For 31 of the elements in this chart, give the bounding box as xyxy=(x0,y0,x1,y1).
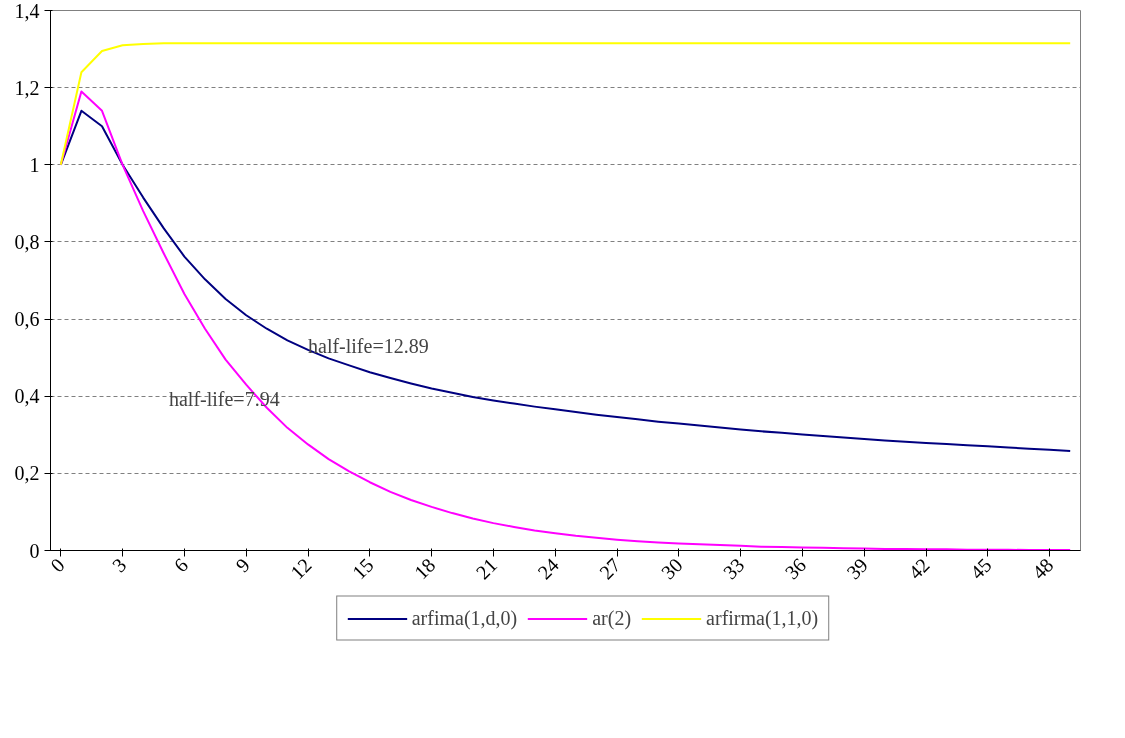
y-tick-label: 0,2 xyxy=(14,462,40,485)
x-tick-label: 27 xyxy=(595,553,625,584)
y-tick-label: 0,8 xyxy=(14,230,40,253)
x-tick-label: 33 xyxy=(718,553,749,584)
y-tick-label: 1 xyxy=(29,153,40,176)
legend-label: ar(2) xyxy=(592,606,632,630)
line-series xyxy=(59,42,1072,166)
x-tick-label: 21 xyxy=(471,553,502,584)
x-tick-label: 0 xyxy=(45,553,69,577)
x-tick-label: 39 xyxy=(842,553,872,584)
x-tick-label: 42 xyxy=(904,553,934,584)
legend-label: arfima(1,d,0) xyxy=(411,606,518,630)
y-tick-label: 1,4 xyxy=(14,0,40,22)
annotation: half-life=12.89 xyxy=(308,335,429,358)
x-tick-label: 6 xyxy=(169,553,193,577)
x-tick-label: 18 xyxy=(409,553,440,584)
y-tick-label: 0,6 xyxy=(14,308,40,331)
x-tick-label: 15 xyxy=(347,553,378,584)
x-tick-label: 30 xyxy=(656,553,687,584)
x-tick-label: 48 xyxy=(1027,553,1058,584)
x-tick-label: 36 xyxy=(780,553,811,584)
y-tick-label: 1,2 xyxy=(14,76,40,99)
x-tick-label: 9 xyxy=(231,553,254,577)
y-tick-label: 0,4 xyxy=(14,385,40,408)
line-series xyxy=(59,109,1072,452)
x-tick-label: 45 xyxy=(965,553,996,584)
x-tick-label: 24 xyxy=(533,553,563,584)
legend-label: arfirma(1,1,0) xyxy=(706,606,819,630)
y-tick-label: 0 xyxy=(29,539,40,562)
x-tick-label: 3 xyxy=(107,553,131,577)
x-tick-label: 12 xyxy=(286,553,316,584)
